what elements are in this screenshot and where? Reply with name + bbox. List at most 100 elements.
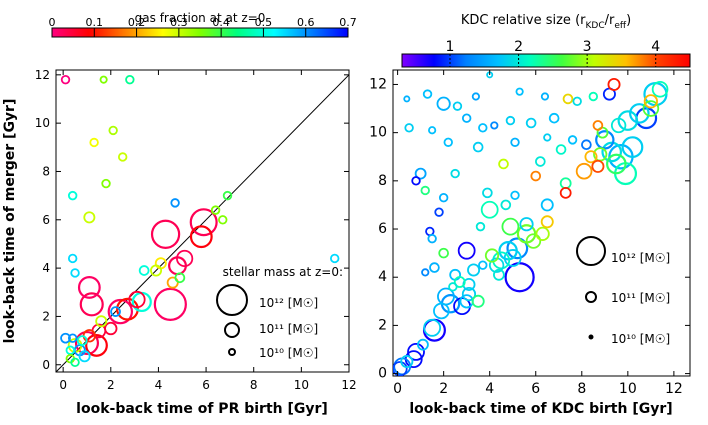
left-data-point [210, 205, 221, 215]
right-colorbar-tick-label: 4 [651, 39, 660, 55]
right-data-point [422, 89, 433, 99]
right-data-point [449, 268, 462, 281]
left-data-point [174, 272, 186, 284]
left-data-point [77, 276, 101, 299]
left-data-point [125, 74, 135, 85]
right-data-point [493, 268, 505, 281]
right-data-point [438, 193, 449, 203]
right-data-point [434, 207, 444, 217]
right-data-point [535, 226, 550, 241]
left-legend-circle-1e10 [228, 348, 236, 356]
left-data-point [99, 75, 108, 84]
left-panel: 0 0.1 0.2 0.3 0.4 0.5 0.6 0.7 gas fraction at a… [2, 11, 357, 417]
left-colorbar [51, 27, 349, 38]
right-data-point [421, 268, 430, 277]
left-data-point [74, 330, 100, 356]
right-data-point [581, 139, 592, 150]
right-y-tick-label: 10 [369, 125, 387, 141]
left-axes: 0 2 4 6 8 10 12 0 2 4 6 8 10 12 [35, 68, 357, 392]
left-x-axis-title: look-back time of PR birth [Gyr] [76, 401, 328, 417]
left-data-point [60, 332, 71, 344]
right-data-point [423, 318, 442, 337]
right-data-point [559, 186, 572, 199]
right-data-point [506, 237, 529, 260]
right-data-point [438, 247, 449, 259]
left-data-point [83, 211, 96, 224]
left-data-point [330, 253, 340, 264]
left-data-point [79, 292, 104, 317]
left-size-legend: stellar mass at z=0: 10¹² [M☉] 10¹¹ [M☉]… [216, 265, 343, 360]
left-data-point [154, 257, 167, 270]
right-data-point [478, 123, 488, 133]
right-data-point [584, 150, 598, 164]
left-plot-area: 0 2 4 6 8 10 12 0 2 4 6 8 10 12 [35, 68, 357, 392]
left-x-tick-label: 10 [294, 378, 309, 392]
right-data-point [478, 260, 488, 270]
right-x-axis-title: look-back time of KDC birth [Gyr] [409, 401, 672, 417]
left-data-point [67, 190, 78, 201]
left-y-tick-label: 6 [42, 213, 50, 227]
left-colorbar-tick-label: 0.5 [255, 16, 273, 29]
right-data-point [503, 249, 522, 267]
right-data-point [484, 248, 500, 263]
right-data-point [475, 221, 486, 232]
right-data-point [643, 94, 658, 109]
right-colorbar-title: KDC relative size (rKDC/reff) [461, 13, 631, 31]
right-data-point [595, 130, 615, 150]
right-data-point [651, 80, 669, 98]
right-data-point [420, 185, 430, 196]
left-x-tick-label: 2 [107, 378, 115, 392]
left-data-point [76, 335, 88, 346]
right-legend-label-1e10: 10¹⁰ [M☉] [611, 332, 670, 346]
right-x-tick-label: 10 [619, 381, 637, 397]
right-points [393, 71, 669, 376]
left-x-tick-label: 8 [250, 378, 258, 392]
right-data-point [588, 91, 599, 102]
right-colorbar-tick-label: 3 [583, 39, 592, 55]
left-data-point [170, 198, 180, 208]
left-data-point [153, 287, 187, 321]
right-data-point [467, 263, 481, 277]
right-axes: 0 2 4 6 8 10 12 0 2 4 6 8 10 12 [369, 70, 690, 397]
left-data-point [189, 225, 213, 249]
left-data-point [85, 334, 108, 357]
left-data-point [108, 125, 118, 136]
right-data-point [448, 282, 458, 292]
left-data-point [107, 298, 134, 325]
right-legend-label-1e12: 10¹² [M☉] [611, 251, 670, 265]
left-data-point [189, 208, 218, 237]
right-legend-circle-1e12 [576, 236, 606, 266]
left-x-tick-label: 12 [341, 378, 356, 392]
right-y-tick-label: 0 [378, 366, 387, 382]
right-y-tick-label: 6 [378, 221, 387, 237]
right-data-point [393, 361, 408, 376]
right-data-point [510, 190, 520, 200]
right-data-point [642, 100, 660, 117]
right-plot-area: 0 2 4 6 8 10 12 0 2 4 6 8 10 12 [369, 69, 691, 397]
left-legend-label-1e12: 10¹² [M☉] [259, 296, 318, 310]
left-data-point [70, 268, 80, 278]
left-y-axis-title: look-back time of merger [Gyr] [2, 99, 18, 344]
right-data-point [417, 338, 429, 351]
right-data-point [400, 355, 414, 369]
right-data-point [519, 217, 534, 232]
right-data-point [453, 276, 466, 288]
right-y-tick-label: 8 [378, 173, 387, 189]
right-data-point [472, 141, 484, 153]
right-data-point [450, 168, 460, 179]
right-colorbar [401, 53, 691, 68]
right-data-point [471, 92, 480, 101]
right-data-point [498, 158, 509, 170]
right-data-point [621, 136, 644, 159]
left-size-legend-title: stellar mass at z=0: [223, 265, 343, 279]
right-data-point [543, 133, 552, 142]
right-size-legend: 10¹² [M☉] 10¹¹ [M☉] 10¹⁰ [M☉] [576, 236, 670, 346]
left-data-point [128, 290, 146, 309]
left-y-tick-label: 12 [35, 68, 50, 82]
left-colorbar-tick-label: 0.7 [339, 16, 357, 29]
right-y-tick-label: 12 [369, 76, 387, 92]
left-data-point [104, 321, 118, 336]
left-data-point [101, 178, 111, 189]
right-x-tick-label: 0 [393, 381, 402, 397]
